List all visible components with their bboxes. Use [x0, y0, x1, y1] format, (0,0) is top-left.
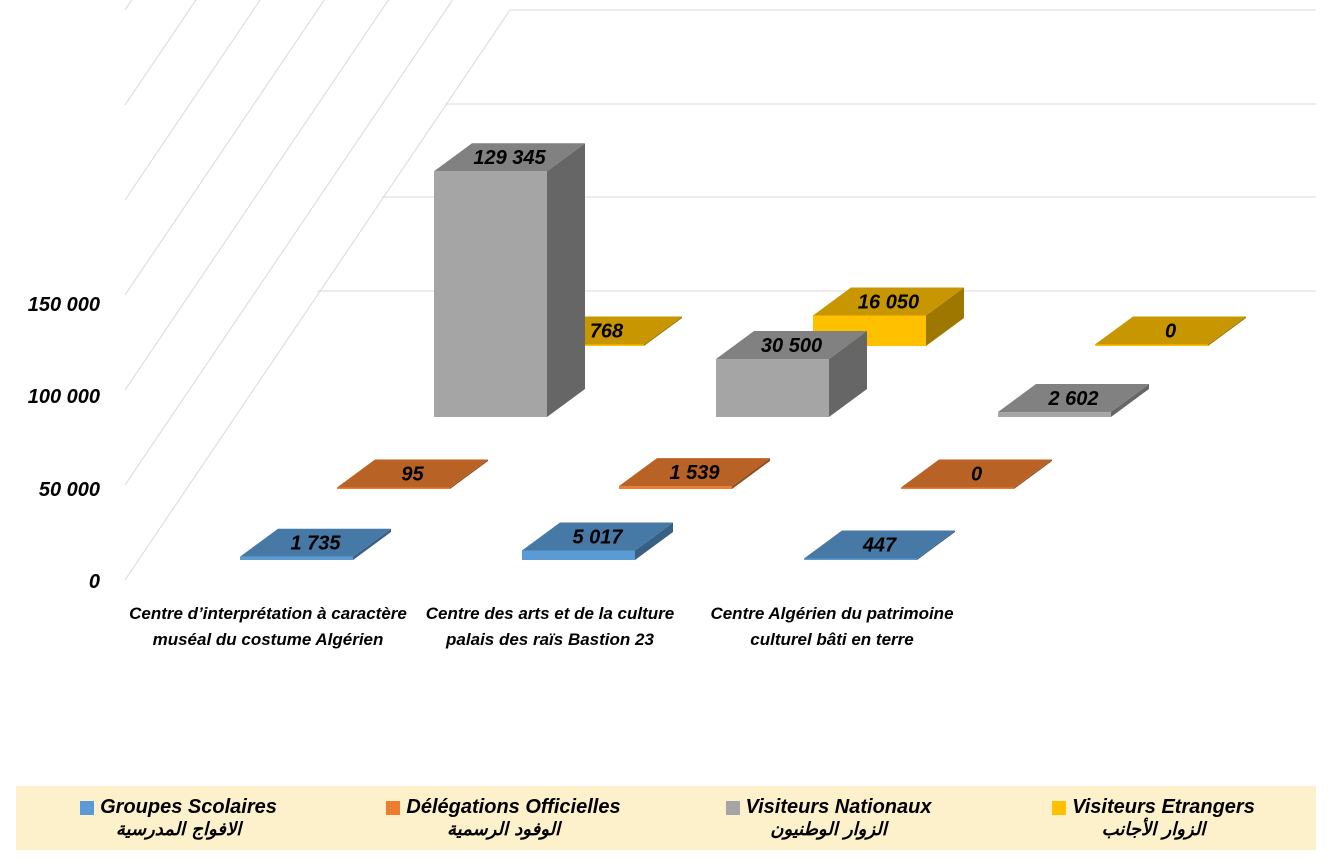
bar-side	[732, 458, 770, 489]
data-label: 1 735	[290, 533, 341, 555]
legend-label: Visiteurs Etrangers	[1072, 796, 1255, 818]
bar-top	[619, 458, 770, 487]
legend: Groupes Scolaires الافواج المدرسية Délég…	[16, 786, 1316, 850]
legend-label: Visiteurs Nationaux	[745, 796, 932, 818]
bar	[1095, 344, 1208, 346]
bar	[998, 412, 1111, 417]
gridline	[124, 0, 261, 201]
y-tick-label: 150 000	[28, 294, 100, 316]
data-label: 0	[971, 464, 982, 486]
data-label: 30 500	[761, 335, 822, 357]
category-label-2: Centre des arts et de la culture palais …	[425, 604, 675, 649]
gridline	[124, 0, 454, 486]
data-label: 5 017	[572, 526, 623, 548]
bar	[337, 487, 450, 489]
bar-side	[635, 522, 673, 560]
category-label-3: Centre Algérien du patrimoine culturel b…	[710, 604, 954, 649]
bar-side	[1014, 459, 1052, 489]
legend-swatch	[1052, 800, 1067, 815]
bar	[522, 550, 635, 560]
legend-label-arabic: الزوار الوطنيون	[770, 819, 887, 840]
category-label-1: Centre d’interprétation à caractère musé…	[129, 604, 407, 649]
y-tick-label: 0	[89, 571, 100, 593]
bar-top	[240, 528, 391, 557]
data-label: 768	[590, 321, 624, 343]
legend-item-visiteurs-etrangers: Visiteurs Etrangers الزوار الأجانب	[991, 786, 1316, 850]
bar	[716, 359, 829, 417]
y-tick-label: 50 000	[39, 479, 100, 501]
bar-side	[1111, 384, 1149, 417]
bar-top	[522, 522, 673, 551]
data-label: 16 050	[858, 292, 919, 314]
chart-canvas: 0 50 000 100 000 150 000 768 16 050 0 129 345 30…	[28, 0, 1316, 593]
gridline	[124, 0, 133, 11]
bar-side	[926, 287, 964, 346]
data-label: 1 539	[669, 462, 720, 484]
bar	[531, 344, 644, 346]
gridline	[124, 9, 511, 581]
gridline	[124, 0, 197, 106]
bar-side	[644, 316, 682, 346]
gridline	[124, 0, 390, 391]
bar	[434, 171, 547, 417]
y-tick-label: 100 000	[28, 386, 100, 408]
data-label: 447	[862, 535, 897, 557]
bar-top	[804, 530, 955, 559]
legend-item-groupes-scolaires: Groupes Scolaires الافواج المدرسية	[16, 786, 341, 850]
bar-side	[829, 331, 867, 417]
bar-top	[813, 287, 964, 316]
legend-label: Groupes Scolaires	[100, 796, 277, 818]
legend-label-arabic: الزوار الأجانب	[1101, 819, 1206, 840]
legend-swatch	[725, 800, 740, 815]
legend-item-delegations-officielles: Délégations Officielles الوفود الرسمية	[341, 786, 666, 850]
bar	[619, 486, 732, 489]
bar-side	[1208, 316, 1246, 346]
bar	[901, 487, 1014, 489]
bar-top	[337, 459, 488, 488]
legend-item-visiteurs-nationaux: Visiteurs Nationaux الزوار الوطنيون	[666, 786, 991, 850]
bar	[240, 556, 353, 560]
legend-label-arabic: الوفود الرسمية	[447, 819, 560, 840]
data-label: 95	[401, 464, 424, 486]
data-label: 0	[1165, 321, 1176, 343]
bar-side	[917, 530, 955, 560]
bar	[804, 558, 917, 560]
legend-label: Délégations Officielles	[406, 796, 621, 818]
bar-top	[901, 459, 1052, 488]
data-label: 2 602	[1047, 388, 1098, 410]
legend-swatch	[80, 800, 95, 815]
legend-label-arabic: الافواج المدرسية	[115, 819, 242, 840]
legend-swatch	[386, 800, 401, 815]
bar-side	[353, 528, 391, 560]
bar-top	[716, 331, 867, 360]
data-label: 129 345	[473, 147, 546, 169]
bar-side	[547, 143, 585, 417]
bar-top	[998, 384, 1149, 413]
bar-top	[434, 143, 585, 172]
gridline	[124, 0, 325, 296]
bar-top	[1095, 316, 1246, 345]
bar-side	[450, 459, 488, 489]
